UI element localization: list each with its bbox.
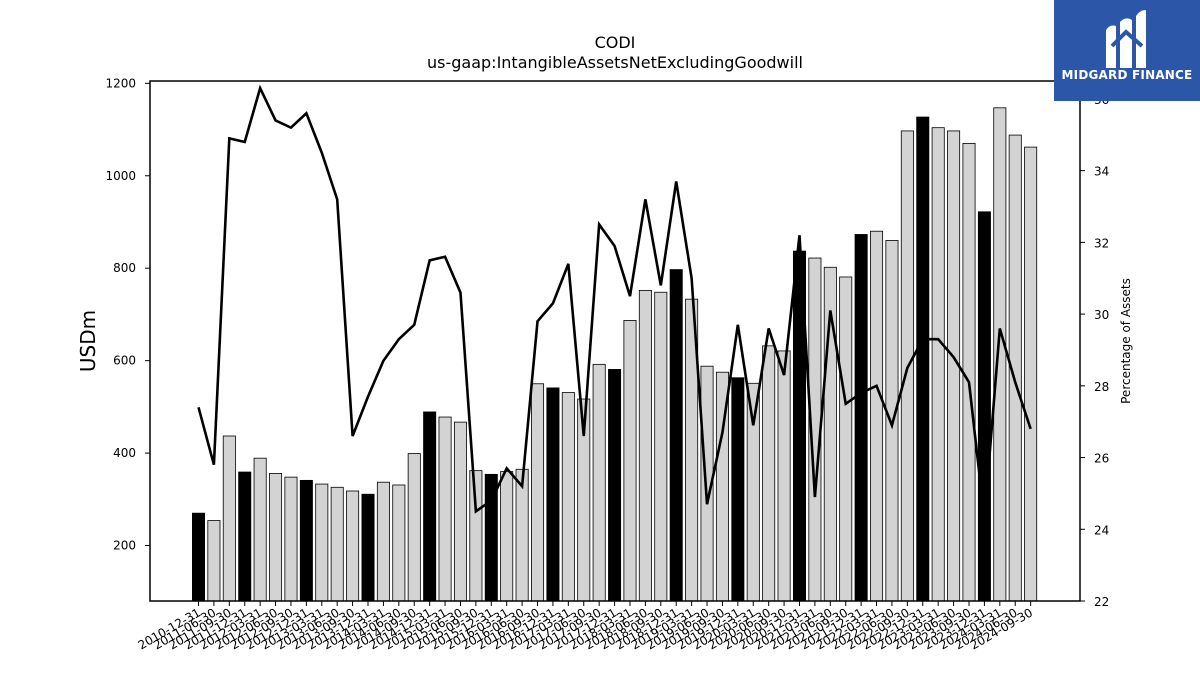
y2-tick-label: 32 bbox=[1094, 236, 1109, 250]
bar-2014-09-30 bbox=[407, 453, 421, 602]
bar-2020-09-30 bbox=[777, 350, 791, 602]
bar-2010-12-31 bbox=[191, 512, 205, 602]
y-tick-label: 1000 bbox=[105, 169, 136, 183]
bar-2023-03-31 bbox=[931, 127, 945, 602]
bar-2017-09-30 bbox=[592, 363, 606, 602]
bar-2018-06-30 bbox=[638, 289, 652, 602]
bar-2017-03-31 bbox=[561, 392, 575, 602]
midgard-finance-logo: MIDGARD FINANCE bbox=[1054, 0, 1200, 101]
y-tick-label: 200 bbox=[113, 539, 136, 553]
bar-2017-12-31 bbox=[608, 369, 622, 602]
bar-2016-09-30 bbox=[531, 383, 545, 602]
y-tick-label: 400 bbox=[113, 446, 136, 460]
logo-text: MIDGARD FINANCE bbox=[1061, 68, 1193, 82]
y-tick-label: 600 bbox=[113, 354, 136, 368]
bar-2018-12-31 bbox=[669, 269, 683, 602]
bar-2013-03-31 bbox=[315, 483, 329, 602]
y-tick-label: 1200 bbox=[105, 76, 136, 90]
bar-2014-12-31 bbox=[423, 411, 437, 602]
bar-2020-03-31 bbox=[746, 382, 760, 602]
bar-2022-03-31 bbox=[870, 230, 884, 602]
chart-title: CODI bbox=[595, 33, 636, 52]
chart-subtitle: us-gaap:IntangibleAssetsNetExcludingGood… bbox=[427, 53, 803, 72]
bar-2021-12-31 bbox=[854, 234, 868, 602]
bar-series bbox=[191, 107, 1038, 602]
bar-2014-03-31 bbox=[376, 481, 390, 602]
x-axis-ticks: 2010-12-312011-06-302011-09-302011-12-31… bbox=[136, 601, 1035, 652]
bar-2013-12-31 bbox=[361, 493, 375, 602]
bar-2016-06-30 bbox=[515, 468, 529, 602]
bar-2019-12-31 bbox=[731, 377, 745, 602]
y2-tick-label: 22 bbox=[1094, 595, 1109, 609]
bar-2015-03-31 bbox=[438, 416, 452, 602]
line-series bbox=[197, 84, 1032, 519]
bar-2020-06-30 bbox=[762, 345, 776, 602]
bar-2011-06-30 bbox=[207, 520, 221, 602]
bar-2021-09-30 bbox=[839, 276, 853, 602]
bar-2012-03-31 bbox=[253, 457, 267, 602]
bar-2013-06-30 bbox=[330, 486, 344, 602]
y2-tick-label: 34 bbox=[1094, 165, 1109, 179]
bar-2011-12-31 bbox=[238, 471, 252, 602]
bar-2012-12-31 bbox=[299, 479, 313, 602]
bar-2023-12-31 bbox=[977, 211, 991, 602]
y-axis-label: USDm bbox=[76, 310, 100, 372]
y2-tick-label: 30 bbox=[1094, 308, 1109, 322]
midgard-logo-icon bbox=[1106, 10, 1146, 68]
bar-2024-09-30 bbox=[1024, 146, 1038, 602]
y2-tick-label: 26 bbox=[1094, 452, 1109, 466]
bar-2016-03-31 bbox=[500, 471, 514, 602]
bar-2024-03-31 bbox=[993, 107, 1007, 602]
percentage-line bbox=[197, 84, 1032, 519]
y2-tick-label: 28 bbox=[1094, 380, 1109, 394]
bar-2018-09-30 bbox=[654, 291, 668, 602]
bar-2012-06-30 bbox=[269, 473, 283, 602]
y2-tick-label: 24 bbox=[1094, 523, 1109, 537]
y-tick-label: 800 bbox=[113, 261, 136, 275]
y2-axis-label: Percentage of Assets bbox=[1119, 278, 1133, 404]
bar-2016-12-31 bbox=[546, 387, 560, 602]
bar-2022-12-31 bbox=[916, 116, 930, 602]
bar-2012-09-30 bbox=[284, 476, 298, 602]
bar-2015-06-30 bbox=[453, 421, 467, 602]
bar-2013-09-30 bbox=[346, 490, 360, 602]
bar-2018-03-31 bbox=[623, 320, 637, 602]
bar-2011-09-30 bbox=[222, 435, 236, 602]
bar-2014-06-30 bbox=[392, 484, 406, 602]
y2-axis-ticks: 2224262830323436 bbox=[1080, 93, 1109, 609]
bar-2023-09-30 bbox=[962, 142, 976, 602]
bar-2015-09-30 bbox=[469, 470, 483, 602]
y-axis-ticks: 200 400 600 800 1000 1200 bbox=[105, 76, 150, 553]
